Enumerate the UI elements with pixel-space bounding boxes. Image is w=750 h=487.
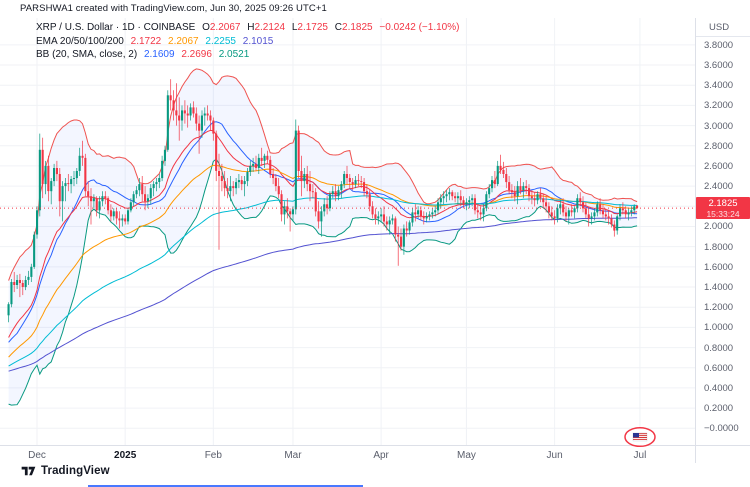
ema-lines (8, 129, 638, 372)
price-tick-label: 1.4000 (704, 282, 734, 294)
ohlc-high-label: H (247, 22, 255, 33)
price-tick-label: 0.2000 (704, 403, 734, 415)
time-tick-label: Jul (633, 450, 647, 461)
ema50-value: 2.2067 (168, 35, 199, 47)
bar-countdown: 15:33:24 (706, 209, 740, 220)
price-tick-label: 3.4000 (704, 80, 734, 92)
bb-basis-value: 2.1609 (143, 49, 175, 60)
price-axis-currency-label: USD (709, 22, 730, 33)
current-price-value: 2.1825 (708, 198, 738, 210)
time-tick-label: Mar (284, 450, 302, 461)
tradingview-logo[interactable]: TradingView (21, 465, 110, 477)
price-tick-label: 3.6000 (704, 60, 734, 72)
time-tick-label: Jun (546, 450, 563, 461)
ema-label: EMA 20/50/100/200 (36, 35, 124, 47)
price-tick-label: 1.8000 (704, 241, 734, 253)
attribution-text: PARSHWA1 created with TradingView.com, J… (20, 3, 327, 14)
current-price-label: 2.1825 15:33:24 (696, 197, 750, 220)
bb-label: BB (20, SMA, close, 2) (36, 49, 138, 60)
price-tick-label: 0.8000 (704, 342, 734, 354)
ema100-value: 2.2255 (205, 35, 236, 47)
price-tick-label: −0.0000 (704, 423, 739, 435)
ohlc-close-label: C (334, 22, 343, 33)
price-tick-label: 3.0000 (704, 120, 734, 132)
candles (7, 79, 639, 323)
bollinger-bands (8, 68, 638, 406)
ema-legend-row[interactable]: EMA 20/50/100/200 2.1722 2.2067 2.2255 2… (36, 35, 463, 49)
price-tick-label: 2.4000 (704, 181, 734, 193)
price-tick-label: 2.0000 (704, 221, 734, 233)
price-tick-label: 0.4000 (704, 382, 734, 394)
gridlines (0, 18, 695, 445)
symbol-legend-row[interactable]: XRP / U.S. Dollar · 1D · COINBASE O2.206… (36, 21, 463, 35)
price-tick-label: 1.6000 (704, 261, 734, 273)
price-axis[interactable]: USD −0.0000 0.2000 0.4000 0.6000 0.8000 1.000… (695, 18, 750, 463)
bb-lower-value: 2.0521 (218, 49, 250, 60)
ohlc-close-value: 2.1825 (342, 22, 373, 33)
time-tick-label: 2025 (114, 450, 137, 461)
tradingview-logo-icon (21, 466, 36, 476)
time-tick-label: Apr (373, 450, 389, 461)
price-axis-separator (696, 36, 750, 37)
ohlc-low-value: 2.1725 (297, 22, 328, 33)
price-tick-label: 1.2000 (704, 302, 734, 314)
time-axis[interactable]: Dec 2025 Feb Mar Apr May Jun Jul (0, 445, 750, 465)
ema200-value: 2.1015 (242, 35, 274, 47)
symbol-title: XRP / U.S. Dollar · 1D · COINBASE (36, 22, 196, 33)
time-tick-label: Dec (28, 450, 46, 461)
ema20-value: 2.1722 (130, 35, 162, 47)
time-tick-label: May (456, 450, 476, 461)
price-tick-label: 3.2000 (704, 100, 734, 112)
bb-upper-value: 2.2696 (181, 49, 212, 60)
price-tick-label: 2.8000 (704, 140, 734, 152)
price-tick-label: 0.6000 (704, 362, 734, 374)
price-tick-label: 1.0000 (704, 322, 734, 334)
price-tick-label: 3.8000 (704, 39, 734, 51)
time-tick-label: Feb (204, 450, 222, 461)
change-value: −0.0242 (−1.10%) (379, 22, 460, 33)
bottom-blue-line (88, 485, 363, 487)
tradingview-logo-text: TradingView (41, 465, 110, 477)
chart-legend: XRP / U.S. Dollar · 1D · COINBASE O2.206… (36, 21, 463, 62)
us-flag-stamp-icon[interactable] (622, 426, 658, 448)
ohlc-high-value: 2.2124 (254, 22, 286, 33)
bb-legend-row[interactable]: BB (20, SMA, close, 2) 2.1609 2.2696 2.0… (36, 48, 463, 62)
ohlc-low-label: L (291, 22, 298, 33)
price-tick-label: 2.6000 (704, 160, 734, 172)
ohlc-open-label: O (202, 22, 210, 33)
ohlc-open-value: 2.2067 (209, 22, 241, 33)
